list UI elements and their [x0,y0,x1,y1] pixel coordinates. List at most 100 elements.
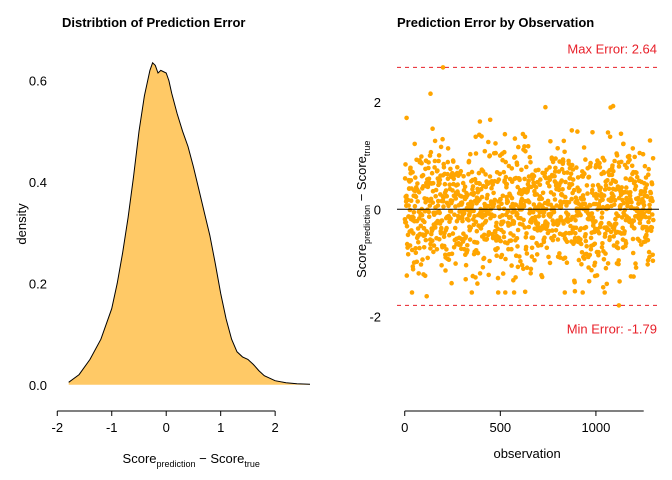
scatter-point [402,176,408,181]
scatter-point [578,237,583,242]
density-y-axis-label: density [14,203,29,245]
scatter-point [420,257,425,262]
scatter-point [524,164,529,170]
scatter-point [411,210,417,215]
scatter-point [627,193,633,198]
scatter-y-label-sub2: true [362,141,372,157]
scatter-point [515,211,520,217]
scatter-point [462,184,468,189]
scatter-point [430,200,436,205]
scatter-point [546,254,551,260]
scatter-point [599,215,605,220]
scatter-point [553,228,559,233]
scatter-point [503,290,508,295]
scatter-point [562,290,568,295]
scatter-point [588,235,594,241]
scatter-point [646,219,651,225]
scatter-point [463,234,469,239]
scatter-point [419,160,424,166]
scatter-point [637,238,642,244]
scatter-point [453,196,459,201]
scatter-point [517,177,522,183]
scatter-point [535,221,541,226]
scatter-point [550,228,555,233]
scatter-point [455,182,461,187]
scatter-point [548,139,553,144]
scatter-point [624,185,629,190]
scatter-point [445,176,451,182]
scatter-point [433,225,438,230]
scatter-point [615,245,621,251]
density-x-axis: -2 -1 0 1 2 [51,410,279,435]
scatter-point [492,230,498,235]
density-x-label-sub1: prediction [157,459,196,469]
scatter-point [412,141,418,147]
scatter-point [621,141,626,147]
scatter-point [597,160,602,166]
scatter-point [483,218,489,224]
scatter-point [441,234,447,240]
scatter-point [596,249,601,255]
scatter-y-label-sub1: prediction [362,205,372,244]
density-panel: Distribtion of Prediction Error -2 -1 0 1 2 … [14,15,311,469]
scatter-point [534,252,540,257]
scatter-point [556,169,562,174]
scatter-point [435,168,440,173]
scatter-point [650,258,656,264]
scatter-point [487,117,493,123]
scatter-point [480,169,486,174]
scatter-point [445,146,451,151]
scatter-point [530,235,536,241]
scatter-point [502,131,508,137]
scatter-point [574,165,579,170]
scatter-point [582,256,587,261]
scatter-point [431,243,437,248]
scatter-point [522,134,528,140]
scatter-point [646,166,651,172]
scatter-point [404,193,409,199]
scatter-point [437,181,442,186]
scatter-point [632,226,637,231]
scatter-point [646,172,651,177]
scatter-point [593,219,598,224]
scatter-point [629,163,635,169]
scatter-point [528,271,533,276]
scatter-point [552,197,558,202]
scatter-point [616,258,621,263]
scatter-point [499,252,505,258]
scatter-point [428,91,433,96]
scatter-point [536,214,542,219]
scatter-point [603,251,608,256]
scatter-point [436,158,441,164]
scatter-point [615,240,620,245]
scatter-point [541,239,547,245]
scatter-point [511,290,517,295]
scatter-point [553,156,558,161]
scatter-point [469,169,475,175]
scatter-point [432,138,438,144]
scatter-point [428,196,434,202]
scatter-point [430,238,435,243]
scatter-point [428,149,434,155]
scatter-point [404,223,410,229]
density-x-tick-label: -2 [51,420,63,435]
scatter-point [543,104,548,110]
scatter-point [468,151,473,157]
scatter-point [519,262,525,268]
scatter-point [649,225,655,230]
scatter-point [645,194,650,200]
scatter-point [447,232,452,238]
density-y-tick-label: 0.6 [29,74,47,89]
scatter-point [442,181,448,187]
scatter-point [526,199,532,205]
scatter-x-tick-label: 0 [401,420,408,435]
scatter-point [424,229,430,235]
scatter-point [644,182,650,187]
scatter-point [634,174,640,180]
scatter-point [642,163,648,169]
scatter-point [533,185,539,190]
scatter-point [435,203,441,208]
scatter-point [485,192,490,198]
scatter-point [446,203,451,209]
